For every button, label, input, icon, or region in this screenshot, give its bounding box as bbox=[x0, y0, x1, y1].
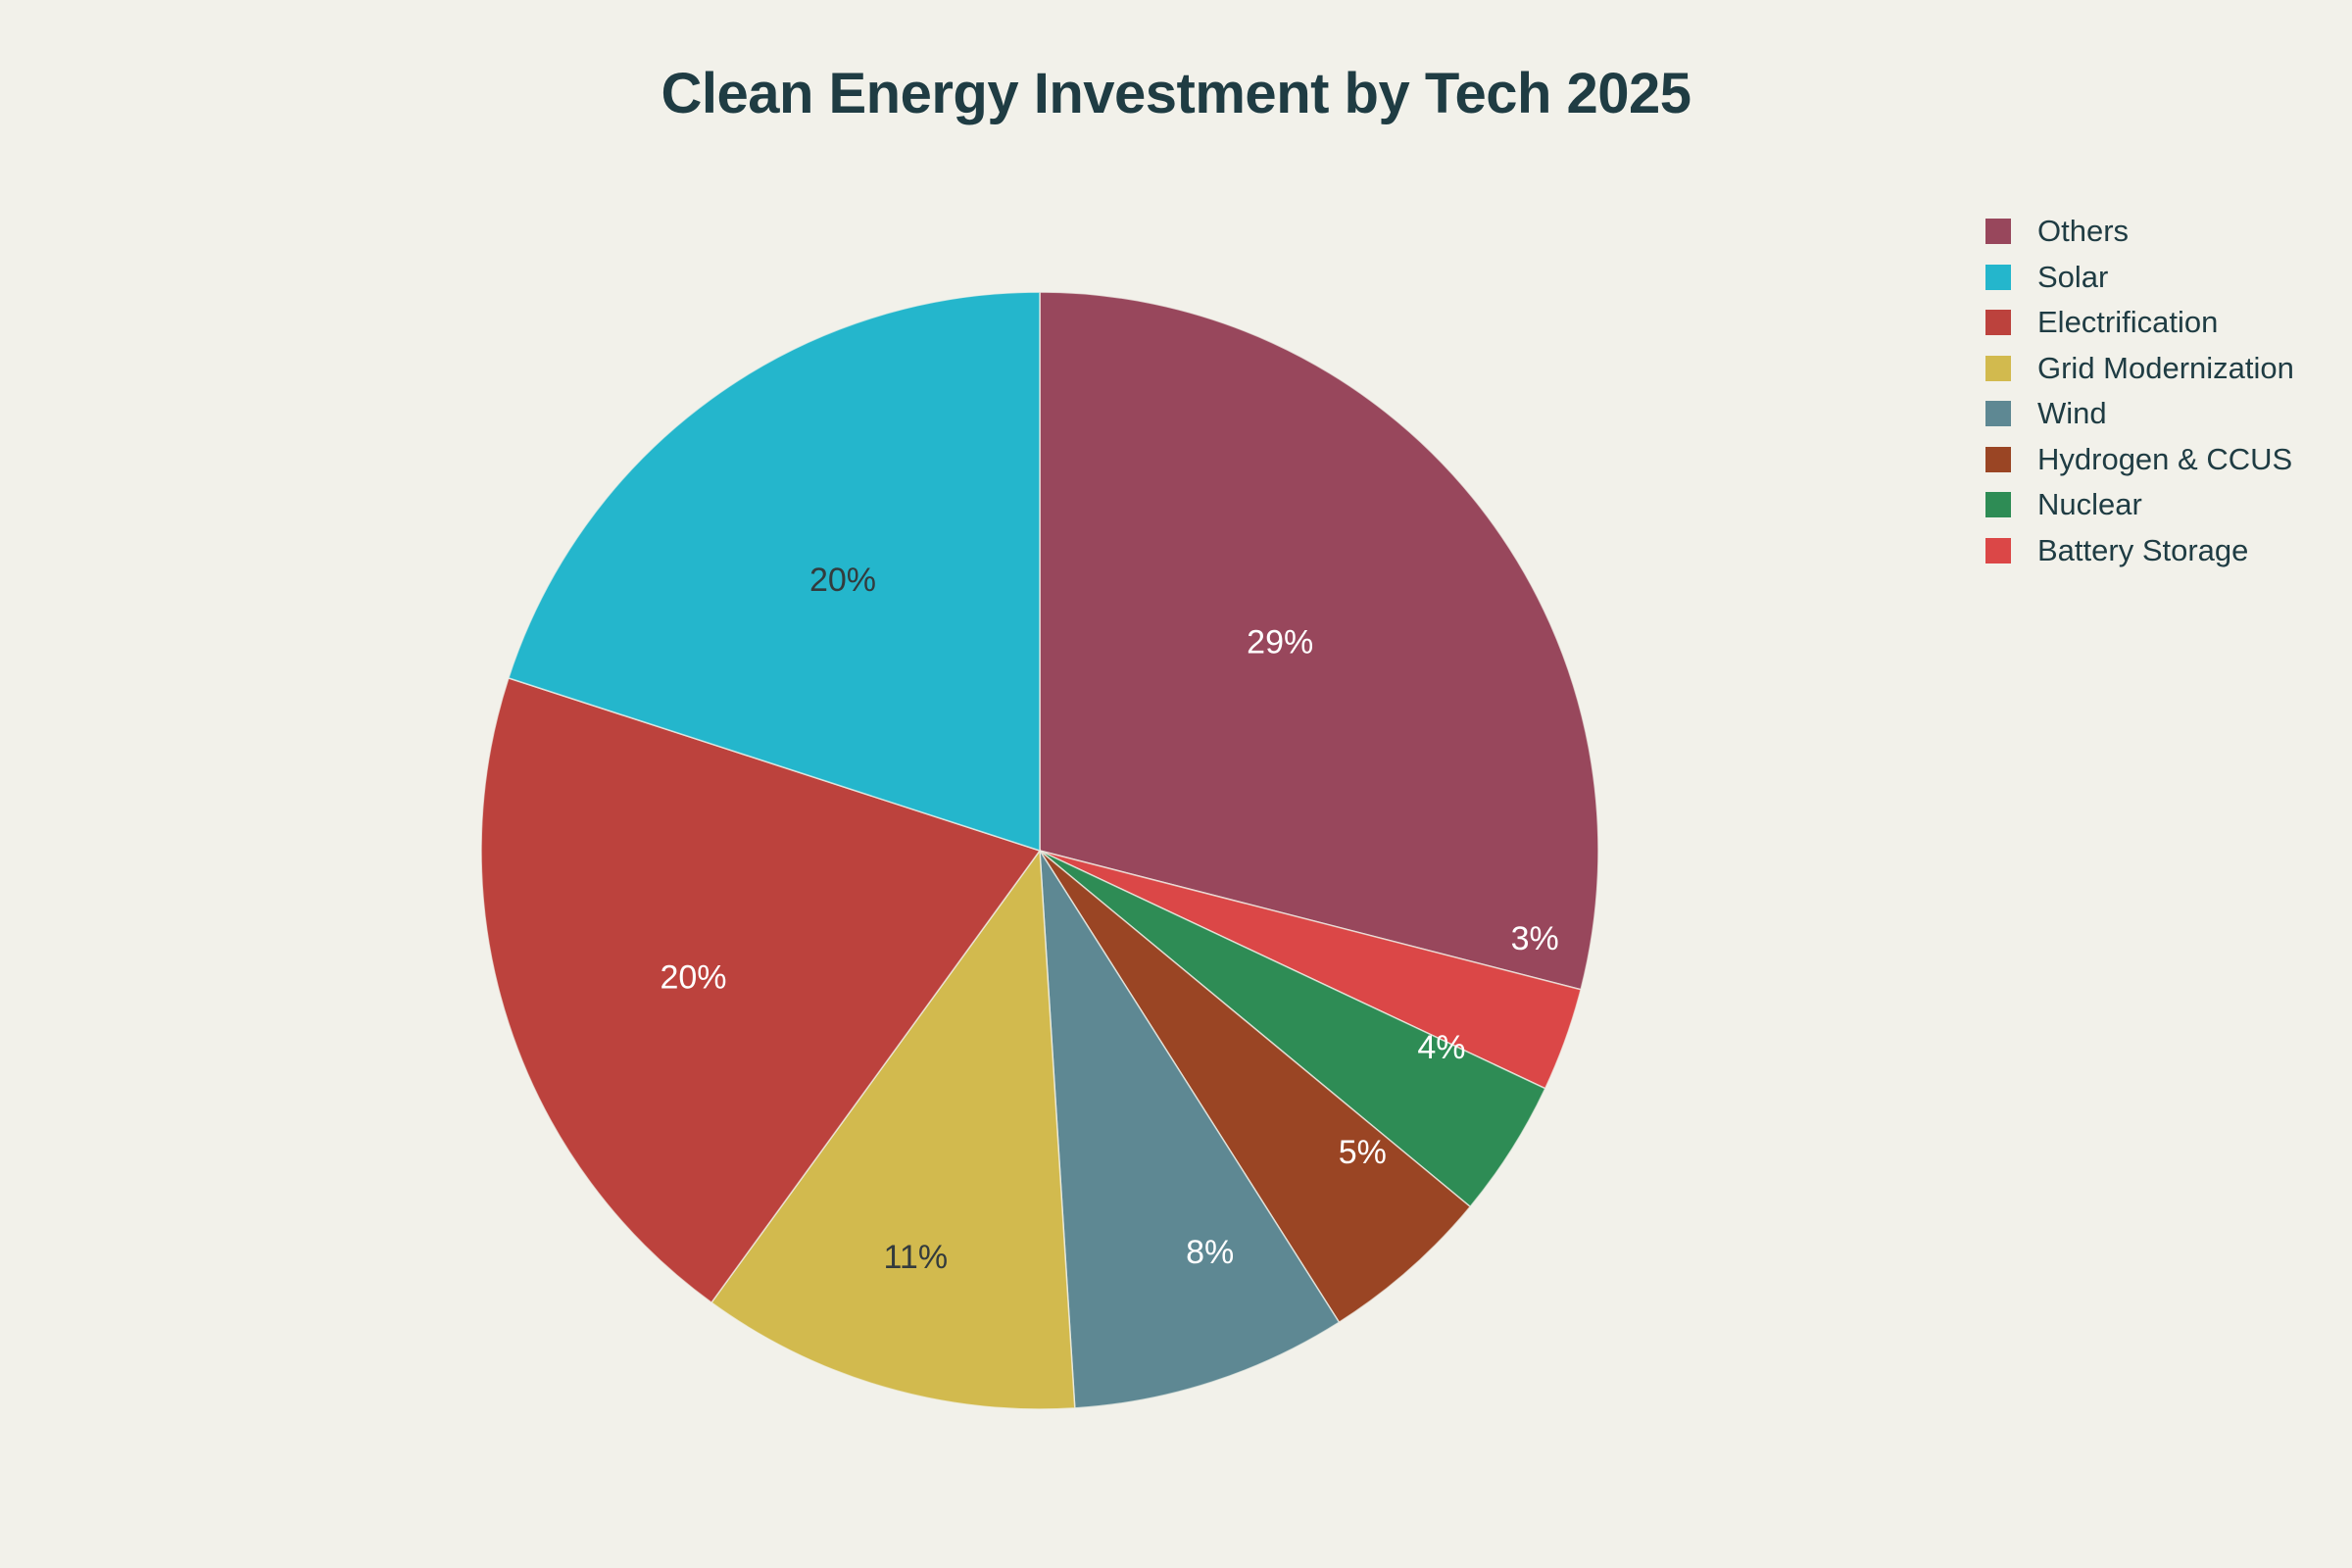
pie-label-wind: 8% bbox=[1186, 1234, 1234, 1271]
legend-swatch-nuclear bbox=[1985, 492, 2011, 517]
legend-swatch-grid-modernization bbox=[1985, 355, 2011, 381]
legend-item-electrification[interactable]: Electrification bbox=[1985, 305, 2294, 339]
legend-item-solar[interactable]: Solar bbox=[1985, 260, 2294, 294]
pie-slice-solar[interactable] bbox=[507, 291, 1041, 853]
legend-label-hydrogen-ccus: Hydrogen & CCUS bbox=[2037, 441, 2293, 476]
legend-swatch-battery-storage bbox=[1985, 537, 2011, 564]
legend-swatch-electrification bbox=[1985, 310, 2011, 335]
legend-label-electrification: Electrification bbox=[2037, 305, 2219, 339]
legend-item-nuclear[interactable]: Nuclear bbox=[1985, 487, 2294, 521]
legend: Others Solar Electrification Grid Moderniza… bbox=[1985, 214, 2294, 583]
pie-slice-electrification[interactable] bbox=[480, 676, 1042, 1304]
legend-item-battery-storage[interactable]: Battery Storage bbox=[1985, 533, 2294, 567]
pie-label-others: 29% bbox=[1247, 624, 1313, 662]
legend-label-others: Others bbox=[2037, 214, 2130, 248]
legend-swatch-wind bbox=[1985, 401, 2011, 426]
legend-item-wind[interactable]: Wind bbox=[1985, 396, 2294, 430]
chart-title: Clean Energy Investment by Tech 2025 bbox=[661, 62, 1691, 125]
pie-slice-wind[interactable] bbox=[1039, 850, 1341, 1409]
legend-item-grid-modernization[interactable]: Grid Modernization bbox=[1985, 351, 2294, 385]
pie-label-nuclear: 4% bbox=[1417, 1029, 1465, 1066]
legend-label-wind: Wind bbox=[2037, 396, 2107, 430]
legend-item-hydrogen-ccus[interactable]: Hydrogen & CCUS bbox=[1985, 442, 2294, 476]
legend-swatch-solar bbox=[1985, 264, 2011, 290]
legend-label-solar: Solar bbox=[2037, 259, 2109, 294]
pie-slice-hydrogen-ccus[interactable] bbox=[1039, 850, 1472, 1324]
pie-slice-others[interactable] bbox=[1039, 291, 1599, 991]
pie-label-battery-storage: 3% bbox=[1511, 920, 1559, 957]
pie-slice-grid-modernization[interactable] bbox=[710, 848, 1076, 1410]
legend-item-others[interactable]: Others bbox=[1985, 214, 2294, 248]
legend-swatch-hydrogen-ccus bbox=[1985, 446, 2011, 472]
legend-label-nuclear: Nuclear bbox=[2037, 487, 2142, 521]
legend-label-battery-storage: Battery Storage bbox=[2037, 532, 2249, 567]
legend-swatch-others bbox=[1985, 219, 2011, 244]
pie-label-electrification: 20% bbox=[660, 959, 726, 997]
pie-label-solar: 20% bbox=[809, 562, 876, 599]
pie-label-grid-modernization: 11% bbox=[884, 1239, 949, 1276]
pie-label-hydrogen-ccus: 5% bbox=[1339, 1134, 1387, 1171]
legend-label-grid-modernization: Grid Modernization bbox=[2037, 350, 2294, 385]
